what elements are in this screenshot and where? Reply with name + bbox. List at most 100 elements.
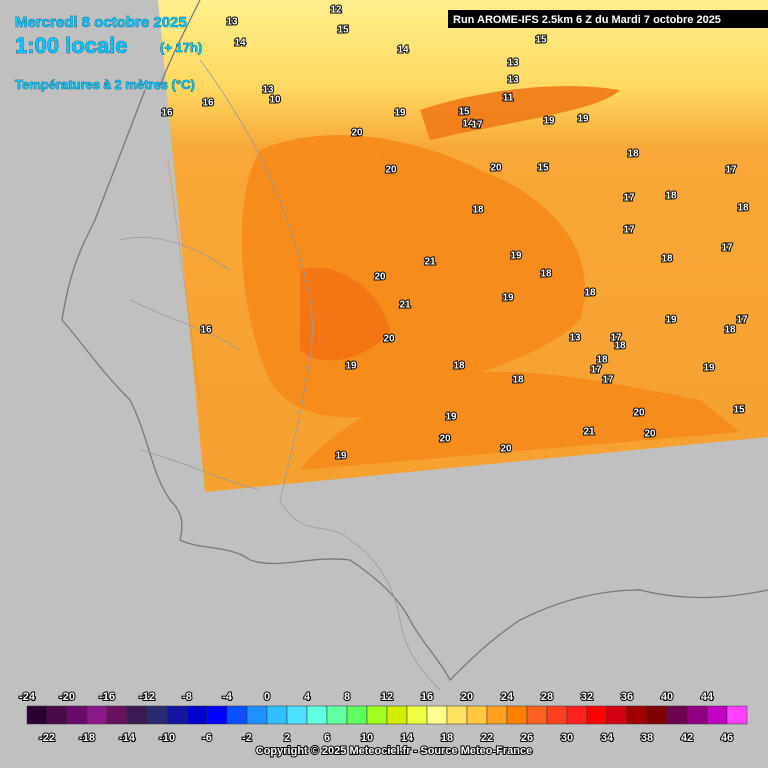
contour-label: 21 (399, 300, 411, 311)
color-swatch (206, 705, 228, 725)
contour-label: 15 (535, 35, 547, 46)
color-swatch (486, 705, 508, 725)
contour-label: 11 (503, 93, 514, 104)
run-banner (448, 10, 768, 28)
contour-label: 17 (721, 243, 733, 254)
color-swatch (26, 705, 48, 725)
color-swatch (286, 705, 308, 725)
scale-label: -2 (242, 732, 252, 744)
contour-label: 18 (614, 341, 626, 352)
scale-label: 12 (381, 691, 393, 703)
contour-label: 18 (627, 149, 639, 160)
contour-label: 14 (397, 45, 409, 56)
contour-label: 13 (262, 85, 274, 96)
color-swatch (706, 705, 728, 725)
color-swatch (506, 705, 528, 725)
scale-label: -16 (99, 691, 115, 703)
run-info: Run AROME-IFS 2.5km 6 Z du Mardi 7 octob… (453, 14, 721, 26)
color-swatch (666, 705, 688, 725)
scale-label: -4 (222, 691, 233, 703)
color-swatch (226, 705, 248, 725)
scale-label: -10 (159, 732, 175, 744)
contour-label: 17 (590, 365, 602, 376)
color-scale: -24 -20 -16 -12 -8 -4 0 4 8 12 16 20 24 28 32 36 40 44-22… (18, 690, 748, 745)
color-swatch (366, 705, 388, 725)
contour-label: 13 (569, 333, 581, 344)
scale-label: 14 (401, 732, 414, 744)
color-swatch (266, 705, 288, 725)
scale-label: 34 (601, 732, 614, 744)
contour-label: 18 (596, 355, 608, 366)
contour-label: 19 (703, 363, 715, 374)
scale-label: 44 (701, 691, 714, 703)
color-swatch (146, 705, 168, 725)
scale-label: 22 (481, 732, 493, 744)
contour-label: 21 (583, 427, 595, 438)
scale-label: 42 (681, 732, 693, 744)
contour-label: 18 (737, 203, 749, 214)
scale-label: 6 (324, 732, 330, 744)
borders (119, 59, 441, 691)
contour-label: 20 (351, 128, 363, 139)
copyright: Copyright © 2025 Meteociel.fr - Source M… (256, 745, 532, 757)
color-swatch (346, 705, 368, 725)
contour-label: 19 (445, 412, 457, 423)
forecast-time: 1:00 locale (15, 33, 128, 58)
scale-label: -18 (79, 732, 95, 744)
contour-label: 20 (490, 163, 502, 174)
scale-label: 36 (621, 691, 633, 703)
contour-label: 15 (537, 163, 549, 174)
contour-label: 20 (439, 434, 451, 445)
contour-label: 18 (661, 254, 673, 265)
color-swatch (326, 705, 348, 725)
scale-label: -8 (182, 691, 192, 703)
scale-label: 10 (361, 732, 373, 744)
contour-label: 10 (269, 95, 281, 106)
color-swatch (246, 705, 268, 725)
contour-label: 19 (577, 114, 589, 125)
contour-label: 17 (602, 375, 614, 386)
contour-label: 18 (453, 361, 465, 372)
scale-label: 24 (501, 691, 514, 703)
scale-label: 4 (304, 691, 311, 703)
contour-label: 17 (736, 315, 748, 326)
color-swatch (606, 705, 628, 725)
contour-label: 18 (665, 191, 677, 202)
scale-label: 20 (461, 691, 473, 703)
contour-label: 20 (644, 429, 656, 440)
contour-label: 20 (383, 334, 395, 345)
contour-label: 18 (540, 269, 552, 280)
scale-label: 18 (441, 732, 453, 744)
contour-label: 15 (733, 405, 745, 416)
scale-label: 26 (521, 732, 533, 744)
contour-label: 18 (472, 205, 484, 216)
coastline (61, 0, 768, 682)
color-swatch (166, 705, 188, 725)
contour-label: 12 (330, 5, 342, 16)
contour-label: 19 (510, 251, 522, 262)
color-swatch (66, 705, 88, 725)
contour-label: 19 (394, 108, 406, 119)
color-swatch (106, 705, 128, 725)
contour-label: 13 (226, 17, 238, 28)
color-swatch (566, 705, 588, 725)
contour-label: 21 (424, 257, 436, 268)
color-swatch (466, 705, 488, 725)
scale-label: -6 (202, 732, 212, 744)
color-swatch (526, 705, 548, 725)
color-swatch (306, 705, 328, 725)
scale-label: 38 (641, 732, 653, 744)
contour-label: 19 (335, 451, 347, 462)
color-swatch (406, 705, 428, 725)
contour-label: 18 (512, 375, 524, 386)
scale-label: -12 (139, 691, 155, 703)
contour-label: 13 (507, 75, 519, 86)
contour-label: 19 (543, 116, 555, 127)
contour-label: 20 (633, 408, 645, 419)
color-swatch (646, 705, 668, 725)
contour-label: 17 (725, 165, 737, 176)
contour-label: 15 (337, 25, 349, 36)
color-swatch (86, 705, 108, 725)
scale-label: -24 (19, 691, 36, 703)
